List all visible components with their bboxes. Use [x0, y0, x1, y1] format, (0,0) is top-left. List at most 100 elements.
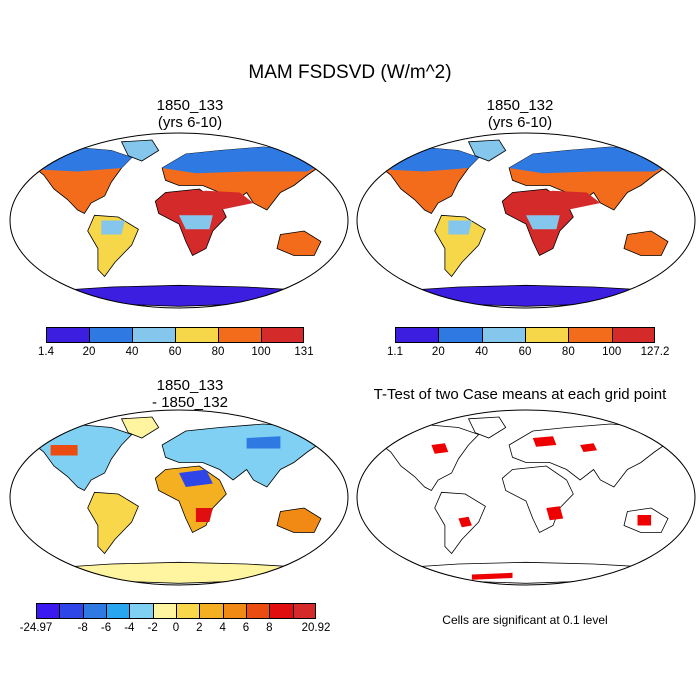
diff-safrica-positive [195, 508, 213, 522]
colorbar-tick-label: 60 [168, 346, 182, 358]
colorbar-swatch [82, 603, 106, 619]
band-north-america-north [33, 147, 132, 172]
panel-4-title-line1: T-Test of two Case means at each grid po… [373, 386, 667, 403]
colorbar-tick-label: -4 [124, 622, 135, 634]
continent-namerica [376, 423, 480, 492]
panel-2-title-line2: (yrs 6-10) [487, 114, 553, 131]
map-frame [356, 132, 696, 309]
significance-note: Cells are significant at 0.1 level [442, 613, 608, 627]
colorbar-tick-label: 2 [196, 622, 203, 634]
diff-sahel-negative [179, 469, 213, 487]
colorbar-swatch [175, 327, 218, 343]
panel-1-title-line1: 1850_133 [156, 97, 224, 114]
map-frame [9, 132, 349, 309]
colorbar-swatch [129, 603, 153, 619]
colorbar-tick-label: 100 [251, 346, 271, 358]
band-amazon [101, 220, 125, 235]
colorbar-tick-label: 20.92 [301, 622, 331, 634]
colorbar-swatch [222, 603, 246, 619]
panel-title-3: 1850_133 - 1850_132 [40, 377, 340, 411]
panel-title-2: 1850_132 (yrs 6-10) [370, 97, 670, 131]
colorbar-tick-label: 80 [561, 346, 575, 358]
continent-samerica [87, 214, 139, 278]
band-central-africa [179, 215, 213, 230]
significance-cell [637, 515, 652, 526]
colorbar-swatch [152, 603, 176, 619]
map-frame [9, 409, 349, 586]
continent-samerica [87, 491, 139, 555]
colorbar-swatch [218, 327, 261, 343]
continent-australia [276, 507, 322, 533]
band-amazon [448, 220, 472, 235]
continent-antarctica [403, 284, 655, 307]
colorbar-swatch [395, 327, 439, 343]
panel-1-title-line2: (yrs 6-10) [157, 114, 223, 131]
colorbar-swatch [481, 327, 525, 343]
diff-asia-negative [246, 436, 281, 449]
colorbar-tick-label: -24.97 [19, 622, 53, 634]
colorbar-swatch [269, 603, 293, 619]
colorbar-case1: 1.4 20 40 60 80 100 131 [38, 327, 314, 358]
significance-cell [471, 572, 513, 580]
continent-greenland [467, 139, 507, 162]
continent-samerica [434, 214, 486, 278]
continent-eurasia [161, 423, 329, 488]
colorbar-swatch [89, 327, 132, 343]
colorbar-tick-label: 80 [211, 346, 225, 358]
diff-na-positive [50, 445, 78, 456]
colorbar-swatch [132, 327, 175, 343]
map-frame [356, 409, 696, 586]
panel-3-title-line2: - 1850_132 [152, 394, 228, 411]
map-panel-4 [356, 409, 696, 586]
continent-greenland [120, 139, 160, 162]
colorbar-swatch [106, 603, 130, 619]
band-eurasia-north [509, 147, 675, 174]
continent-africa [501, 465, 574, 534]
colorbar-tick-label: 131 [294, 346, 314, 358]
colorbar-swatch [199, 603, 223, 619]
colorbar-swatch [611, 327, 655, 343]
colorbar-tick-label: 4 [219, 622, 226, 634]
colorbar-swatch [438, 327, 482, 343]
significance-cell [532, 436, 557, 447]
colorbar-tick-label: -2 [147, 622, 158, 634]
significance-cell [546, 506, 564, 521]
continent-antarctica [56, 561, 308, 584]
colorbar-swatch [292, 603, 316, 619]
colorbar-swatch [525, 327, 569, 343]
colorbar-swatch [568, 327, 612, 343]
continent-australia [623, 230, 669, 256]
colorbar-difference: -24.97 -8 -6 -4 -2 0 2 4 6 8 20.92 [20, 603, 330, 634]
colorbar-tick-label: 20 [82, 346, 96, 358]
significance-cell [431, 443, 449, 454]
band-sahara-arabia [162, 190, 254, 210]
panel-2-title-line1: 1850_132 [486, 97, 554, 114]
band-eurasia-north [162, 147, 328, 174]
band-north-america-north [380, 147, 479, 172]
continent-greenland [467, 416, 507, 439]
band-sahara-arabia [509, 190, 601, 210]
colorbar-swatch [261, 327, 304, 343]
continent-australia [276, 230, 322, 256]
colorbar-tick-label: 40 [125, 346, 139, 358]
colorbar-swatch [46, 327, 89, 343]
significance-cell [458, 516, 472, 528]
panel-title-4: T-Test of two Case means at each grid po… [350, 386, 690, 403]
map-panel-2 [356, 132, 696, 309]
colorbar-swatch [176, 603, 200, 619]
colorbar-swatch [36, 603, 60, 619]
colorbar-swatch [246, 603, 270, 619]
panel-title-1: 1850_133 (yrs 6-10) [40, 97, 340, 131]
map-panel-3 [9, 409, 349, 586]
colorbar-tick-label: 8 [266, 622, 273, 634]
colorbar-tick-label: 60 [518, 346, 532, 358]
colorbar-tick-label: 100 [602, 346, 622, 358]
colorbar-tick-label: 1.1 [387, 346, 403, 358]
colorbar-case2: 1.1 20 40 60 80 100 127.2 [387, 327, 669, 358]
colorbar-tick-label: 0 [172, 622, 180, 634]
colorbar-tick-label: 40 [475, 346, 489, 358]
band-central-africa [526, 215, 560, 230]
figure-title: MAM FSDSVD (W/m^2) [248, 62, 452, 83]
colorbar-tick-label: 6 [242, 622, 250, 634]
